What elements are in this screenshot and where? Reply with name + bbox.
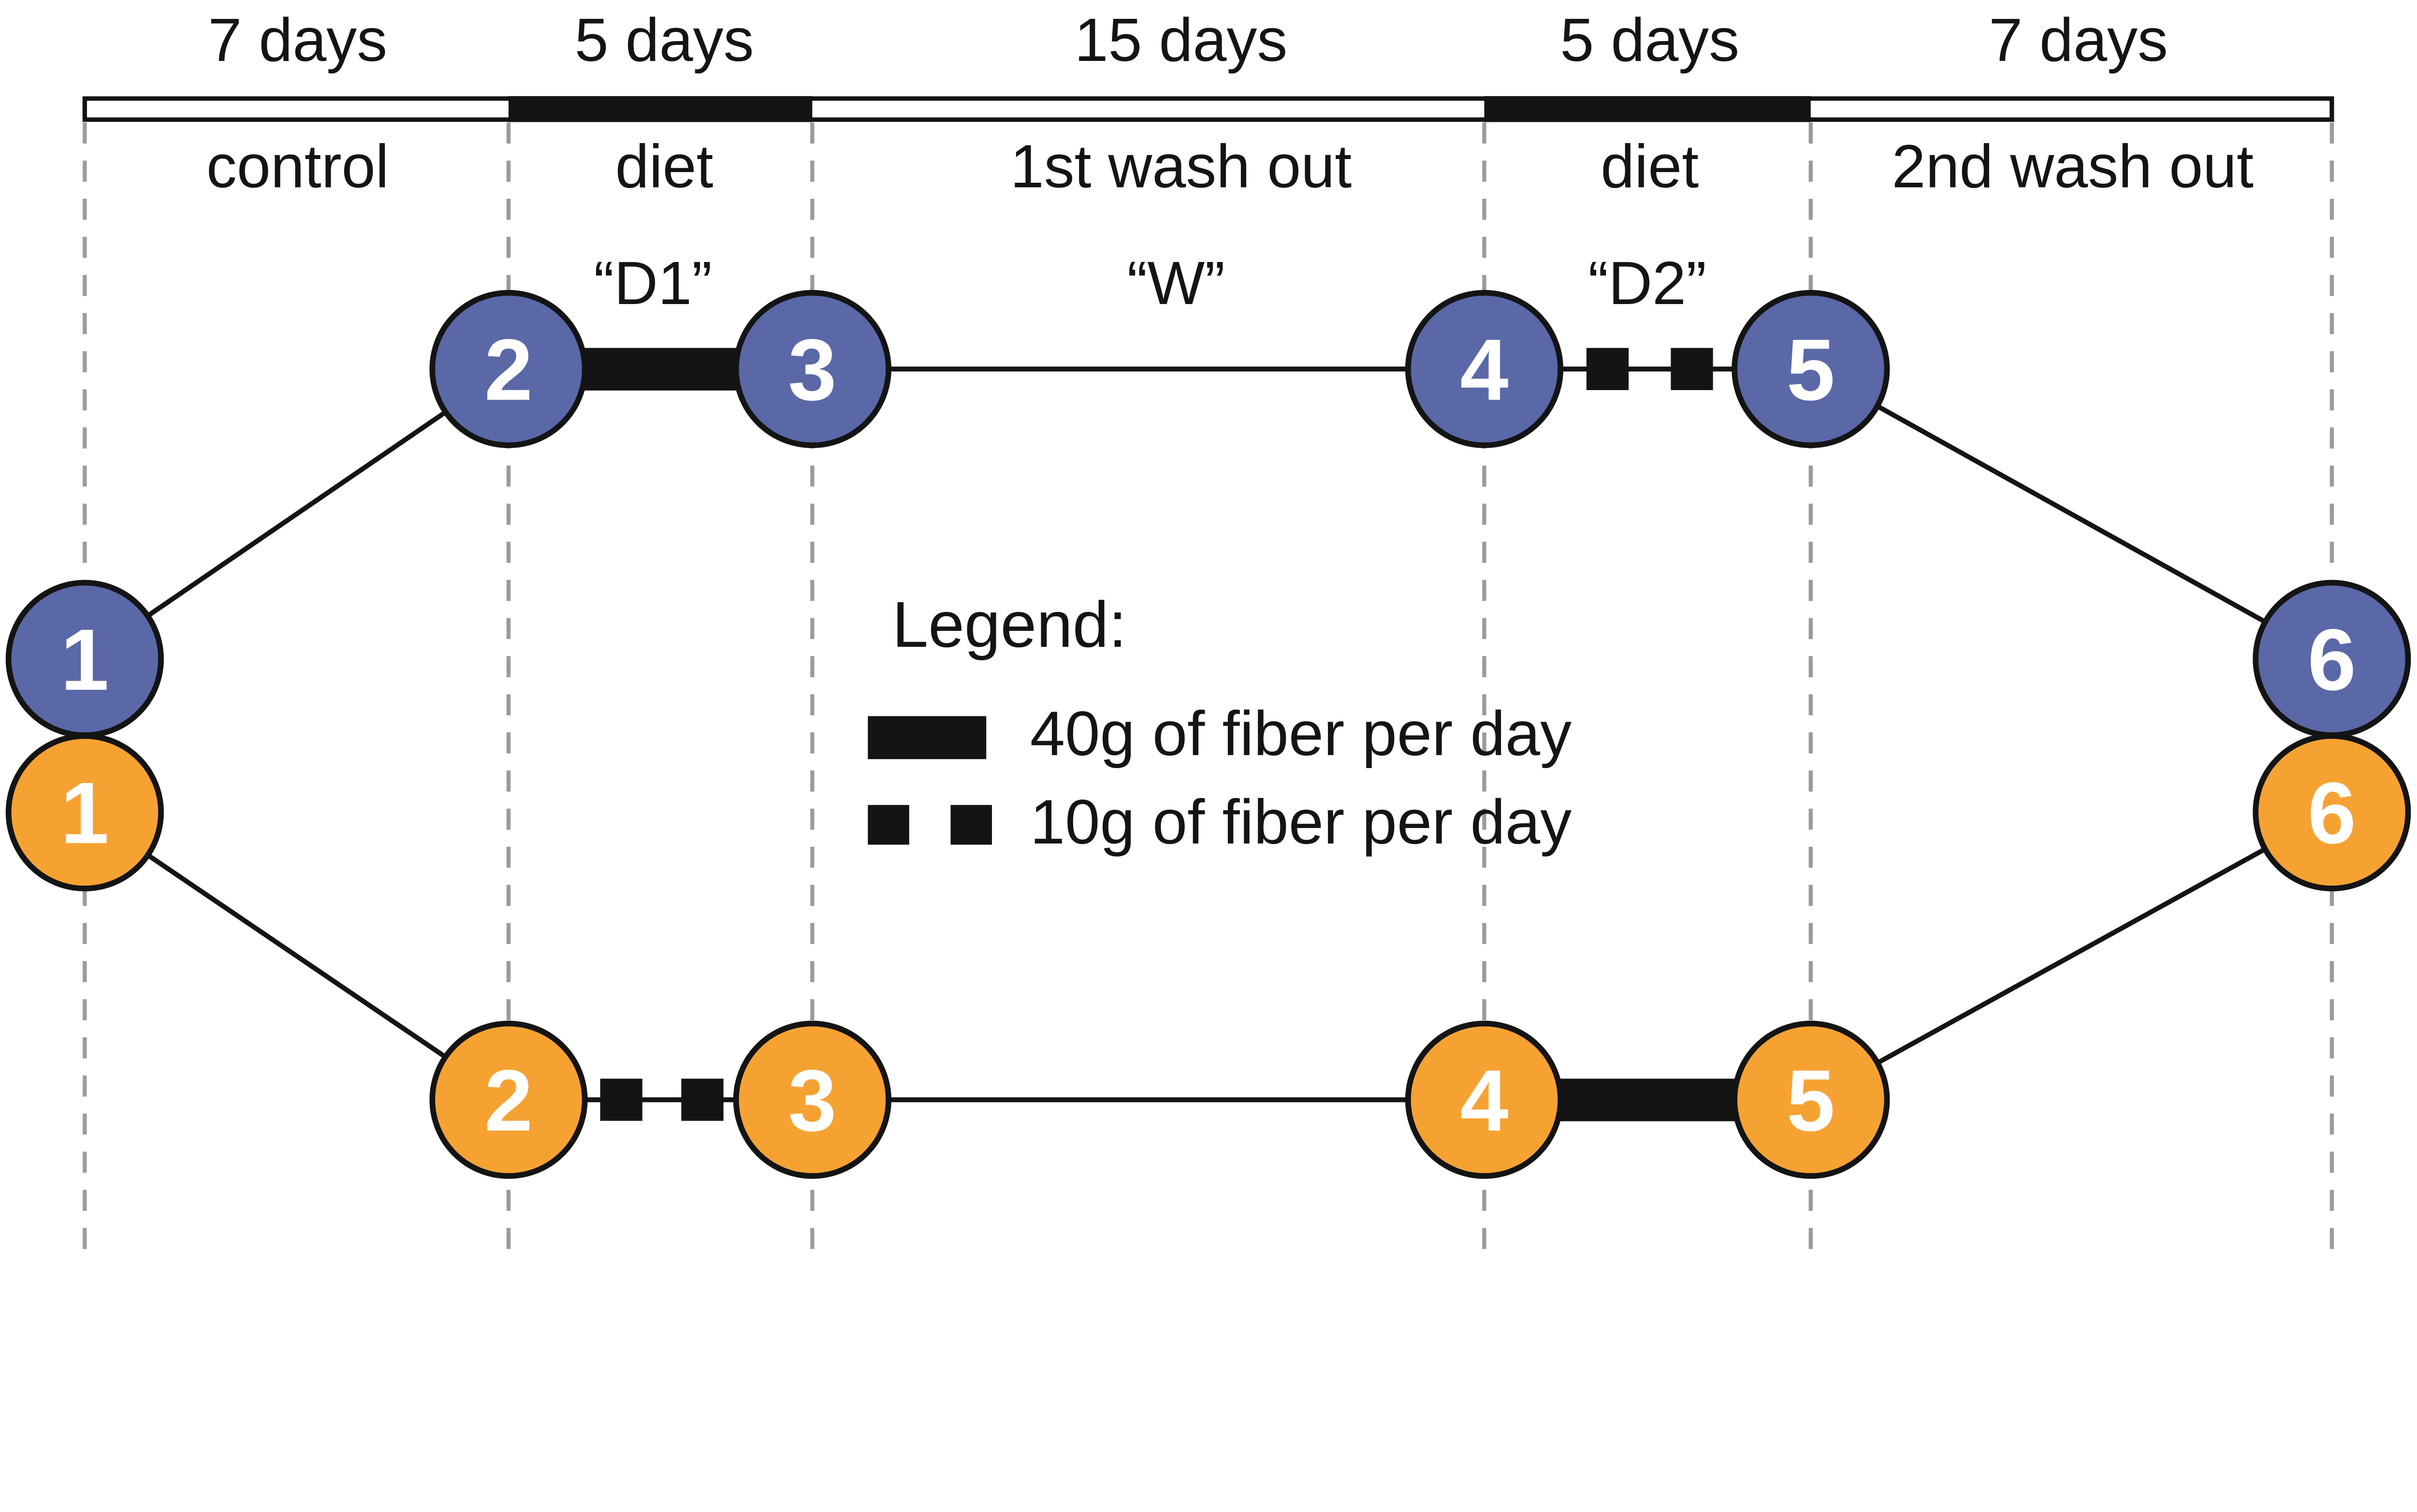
legend-10g-square-symbol: [868, 805, 909, 845]
visit-node-circle: [429, 290, 588, 449]
duration-label: 7 days: [1989, 6, 2168, 74]
visit-nodes-bottom-arm: 1 2 3 4 5 6: [5, 733, 2411, 1179]
visit-node-circle: [1732, 290, 1890, 449]
visit-node: 4: [1405, 1020, 1564, 1179]
legend-40g-bar-symbol: [868, 716, 987, 759]
visit-node-number: 2: [484, 1052, 533, 1149]
condition-code-d2: “D2”: [1588, 249, 1706, 317]
visit-node-number: 4: [1460, 1052, 1508, 1149]
top-arm-connector-line: [1809, 367, 2333, 661]
legend-item-label: 40g of fiber per day: [1030, 698, 1572, 769]
fiber-10g-square: [681, 1078, 724, 1121]
visit-node-number: 3: [788, 1052, 836, 1149]
condition-code-d1: “D1”: [594, 249, 712, 317]
visit-node-circle: [2253, 733, 2411, 891]
top-arm-connector-line: [83, 367, 510, 661]
visit-node: 2: [429, 1020, 588, 1179]
visit-node-circle: [5, 733, 164, 891]
visit-node: 2: [429, 290, 588, 449]
fiber-10g-square: [600, 1078, 642, 1121]
visit-node: 3: [733, 290, 891, 449]
legend-item-40g: 40g of fiber per day: [868, 698, 1572, 769]
duration-label: 5 days: [575, 6, 754, 74]
visit-node: 4: [1405, 290, 1564, 449]
bottom-arm-connector-line: [1809, 810, 2333, 1102]
visit-node-circle: [429, 1020, 588, 1179]
visit-node-circle: [1405, 1020, 1564, 1179]
visit-node: 6: [2253, 580, 2411, 738]
phase-label: 1st wash out: [1010, 132, 1352, 201]
visit-node-number: 3: [788, 321, 836, 419]
fiber-40g-bar-bottom: [1533, 1078, 1762, 1121]
visit-node-number: 4: [1460, 321, 1508, 419]
visit-node-circle: [1405, 290, 1564, 449]
visit-node-number: 5: [1787, 321, 1835, 419]
visit-node-number: 6: [2308, 765, 2356, 862]
visit-node-circle: [733, 290, 891, 449]
phase-labels: control diet 1st wash out diet 2nd wash …: [206, 132, 2254, 201]
legend-item-label: 10g of fiber per day: [1030, 786, 1572, 857]
study-design-diagram: 7 days 5 days 15 days 5 days 7 days cont…: [5, 6, 2411, 1264]
timeline-bar-outline: [82, 96, 2334, 122]
bottom-arm-connector-line: [83, 810, 510, 1102]
visit-node: 1: [5, 733, 164, 891]
duration-labels: 7 days 5 days 15 days 5 days 7 days: [208, 6, 2168, 74]
phase-label: diet: [1601, 132, 1699, 201]
visit-node-number: 2: [484, 321, 533, 419]
phase-label: 2nd wash out: [1892, 132, 2254, 201]
legend-item-10g: 10g of fiber per day: [868, 786, 1572, 857]
visit-node: 5: [1732, 290, 1890, 449]
timeline-diet-segment-2: [1484, 96, 1811, 122]
phase-label: control: [206, 132, 389, 201]
visit-node-number: 6: [2308, 611, 2356, 709]
visit-node-circle: [1732, 1020, 1890, 1179]
legend-title: Legend:: [892, 588, 1127, 661]
fiber-10g-square: [1671, 348, 1713, 391]
phase-label: diet: [615, 132, 713, 201]
arm-connectors: [83, 348, 2333, 1121]
visit-node-number: 5: [1787, 1052, 1835, 1149]
visit-node-number: 1: [60, 765, 109, 862]
duration-label: 7 days: [208, 6, 387, 74]
timeline-bar: [82, 96, 2334, 122]
fiber-10g-square: [1586, 348, 1629, 391]
duration-label: 5 days: [1560, 6, 1739, 74]
visit-node: 5: [1732, 1020, 1890, 1179]
visit-node: 6: [2253, 733, 2411, 891]
legend-10g-square-symbol: [950, 805, 992, 845]
condition-code-w: “W”: [1127, 249, 1225, 317]
fiber-40g-bar-top: [557, 348, 764, 391]
timeline-diet-segment-1: [509, 96, 813, 122]
visit-node: 3: [733, 1020, 891, 1179]
visit-nodes-top-arm: 1 2 3 4 5 6: [5, 290, 2411, 738]
visit-node: 1: [5, 580, 164, 738]
duration-label: 15 days: [1075, 6, 1288, 74]
visit-node-number: 1: [60, 611, 109, 709]
visit-node-circle: [733, 1020, 891, 1179]
legend: Legend: 40g of fiber per day 10g of fibe…: [868, 588, 1572, 857]
condition-code-labels: “D1” “W” “D2”: [594, 249, 1706, 317]
